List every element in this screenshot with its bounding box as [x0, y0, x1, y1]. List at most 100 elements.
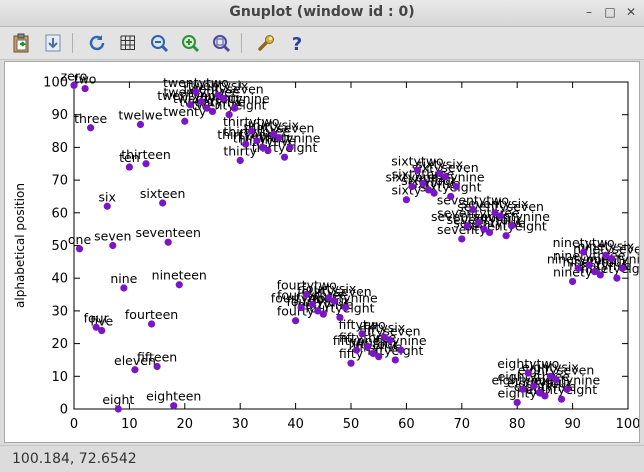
- point-label: ninetyone: [547, 251, 610, 266]
- data-point: [197, 98, 206, 106]
- data-point: [546, 372, 555, 380]
- data-point: [519, 385, 527, 393]
- y-tick-label: 0: [60, 403, 68, 418]
- point-label: thirtynine: [260, 130, 321, 145]
- data-point: [563, 385, 571, 393]
- data-point: [419, 179, 427, 187]
- replot-icon[interactable]: [86, 32, 108, 54]
- grid-icon[interactable]: [117, 32, 139, 54]
- point-label: eighty: [498, 385, 538, 400]
- toolbar-separator: [241, 33, 242, 53]
- data-point: [474, 219, 483, 227]
- point-label: thirtysix: [248, 117, 299, 132]
- point-label: fourtynine: [313, 291, 378, 306]
- data-point: [125, 163, 133, 171]
- data-point: [181, 117, 189, 125]
- data-point: [253, 137, 261, 145]
- x-tick-label: 50: [343, 417, 360, 432]
- data-point: [502, 232, 510, 240]
- point-label: nine: [110, 271, 137, 286]
- data-point: [214, 91, 222, 99]
- data-point: [336, 313, 344, 322]
- point-label: ninetyfive: [569, 258, 632, 273]
- y-tick-label: 60: [51, 206, 68, 221]
- data-point: [591, 268, 599, 276]
- print-icon[interactable]: [42, 32, 64, 54]
- data-point: [236, 156, 244, 165]
- y-tick-label: 70: [51, 174, 68, 189]
- data-point: [303, 290, 311, 299]
- data-point: [436, 169, 444, 178]
- point-label: sixtyseven: [412, 160, 479, 175]
- point-label: seventytwo: [437, 193, 509, 208]
- data-point: [585, 261, 593, 269]
- data-point: [341, 304, 350, 312]
- data-point: [153, 362, 161, 371]
- data-point: [164, 238, 172, 246]
- x-tick-label: 90: [564, 417, 581, 432]
- point-label: thirtytwo: [223, 114, 280, 129]
- close-button[interactable]: ✕: [625, 5, 637, 19]
- data-point: [98, 326, 106, 335]
- maximize-button[interactable]: □: [604, 5, 616, 19]
- point-label: twentynine: [200, 91, 270, 106]
- data-point: [225, 111, 233, 119]
- zoom-next-icon[interactable]: [179, 32, 201, 54]
- point-label: fourtytwo: [277, 278, 337, 293]
- data-point: [386, 336, 394, 344]
- point-label: seventynine: [473, 209, 550, 224]
- point-label: fourtyone: [271, 291, 332, 306]
- point-label: twentysix: [188, 78, 248, 93]
- data-point: [541, 392, 549, 400]
- point-label: nineteen: [152, 268, 207, 283]
- point-label: seventeen: [135, 225, 200, 240]
- point-label: thirtyone: [217, 127, 274, 142]
- data-point: [131, 366, 139, 374]
- data-point: [258, 143, 266, 151]
- minimize-button[interactable]: –: [586, 5, 592, 19]
- data-point: [120, 284, 128, 292]
- point-label: eightythree: [498, 369, 571, 384]
- data-point: [87, 124, 95, 132]
- help-icon[interactable]: ?: [286, 32, 308, 55]
- x-tick-label: 40: [287, 417, 304, 432]
- data-point: [269, 130, 278, 138]
- x-tick-label: 80: [509, 417, 526, 432]
- data-point: [159, 199, 167, 207]
- point-label: sixtytwo: [391, 153, 443, 168]
- point-label: twentyone: [157, 88, 224, 103]
- plot-canvas[interactable]: 0 10 20 30 40 50 60 70 80 90 100 0 10 20 30 40 50 60 70 80 9…: [4, 61, 644, 443]
- autoscale-icon[interactable]: [210, 32, 232, 54]
- data-point: [109, 241, 117, 250]
- data-point: [136, 120, 145, 129]
- point-label: fiftythree: [339, 330, 397, 345]
- data-point: [75, 245, 84, 253]
- options-wrench-icon[interactable]: [255, 32, 277, 54]
- data-point: [397, 346, 405, 354]
- data-point: [569, 277, 577, 286]
- data-point: [524, 369, 532, 377]
- data-point: [424, 186, 433, 194]
- title-bar[interactable]: Gnuplot (window id : 0) – □ ✕: [0, 0, 644, 27]
- zoom-previous-icon[interactable]: [148, 32, 170, 54]
- point-label: two: [74, 72, 97, 87]
- data-point: [330, 297, 338, 305]
- point-label: fiftyseven: [359, 323, 421, 338]
- point-label: fiftytwo: [339, 317, 386, 332]
- point-label: seventyfive: [453, 215, 526, 230]
- data-point: [319, 310, 327, 318]
- point-label: sixteen: [140, 186, 186, 201]
- data-point: [485, 228, 494, 237]
- window-title: Gnuplot (window id : 0): [229, 4, 415, 20]
- y-tick-label: 20: [51, 337, 68, 352]
- toolbar: ?: [0, 27, 644, 60]
- data-point: [325, 294, 333, 302]
- x-tick-label: 30: [232, 417, 249, 432]
- data-point: [92, 323, 100, 331]
- data-point: [552, 375, 560, 384]
- data-point: [192, 88, 200, 96]
- copy-clipboard-icon[interactable]: [11, 32, 33, 54]
- point-label: zero: [61, 68, 88, 83]
- data-point: [364, 343, 372, 351]
- x-tick-label: 10: [121, 417, 138, 432]
